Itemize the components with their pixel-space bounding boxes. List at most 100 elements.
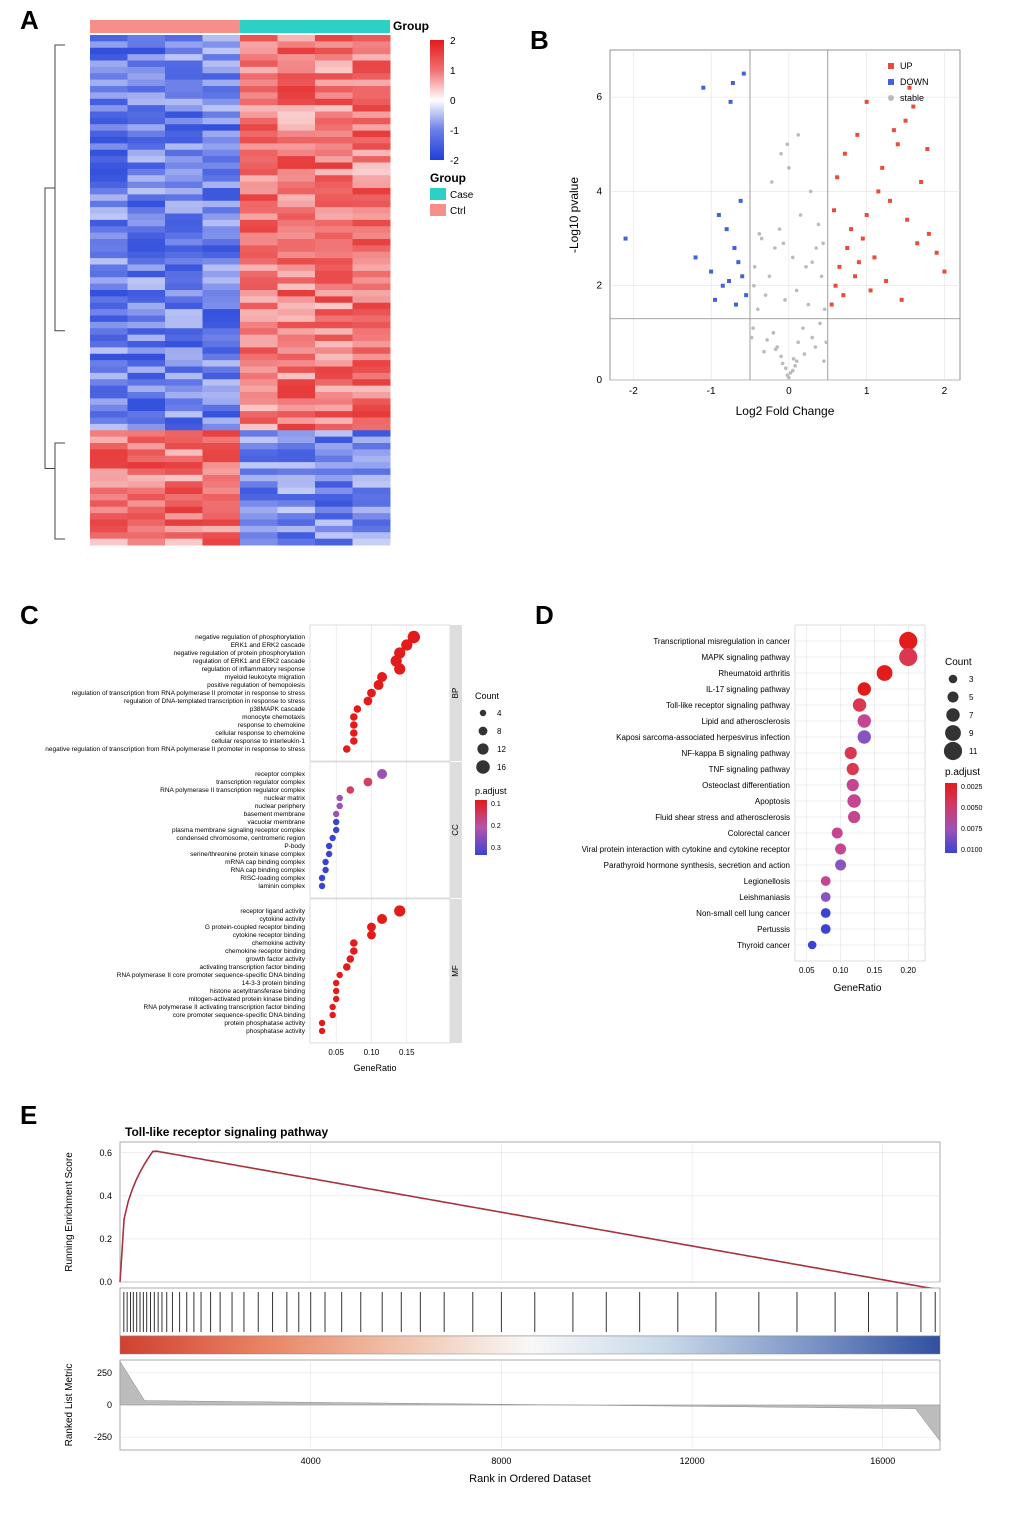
svg-text:2: 2 [942,386,948,397]
svg-text:Rank in Ordered Dataset: Rank in Ordered Dataset [469,1473,591,1485]
svg-text:12000: 12000 [680,1456,705,1466]
svg-text:6: 6 [596,92,602,103]
svg-text:p.adjust: p.adjust [945,767,980,778]
svg-text:condensed chromosome, centrome: condensed chromosome, centromeric region [176,835,305,842]
go-dotplot: 0.050.100.15BPnegative regulation of pho… [35,615,525,1085]
svg-text:chemokine activity: chemokine activity [252,940,306,947]
svg-text:mitogen-activated protein kina: mitogen-activated protein kinase binding [189,996,306,1003]
svg-text:Log2 Fold Change: Log2 Fold Change [736,404,835,418]
svg-text:0.1: 0.1 [491,801,501,808]
svg-text:RNA polymerase II core promote: RNA polymerase II core promoter sequence… [117,972,306,979]
svg-text:nuclear periphery: nuclear periphery [255,803,306,810]
svg-text:GeneRatio: GeneRatio [353,1063,396,1073]
svg-text:0.10: 0.10 [833,966,849,975]
svg-text:-Log10 pvalue: -Log10 pvalue [567,177,581,253]
svg-text:0.3: 0.3 [491,845,501,852]
svg-text:negative regulation of transcr: negative regulation of transcription fro… [45,746,306,753]
svg-text:MF: MF [451,965,460,977]
svg-text:0: 0 [450,96,456,107]
svg-text:9: 9 [969,729,974,738]
svg-text:0: 0 [596,375,602,386]
svg-text:1: 1 [864,386,870,397]
svg-text:vacuolar membrane: vacuolar membrane [248,819,306,826]
svg-text:Ctrl: Ctrl [450,206,466,217]
svg-text:protein phosphatase activity: protein phosphatase activity [224,1020,305,1027]
svg-text:nuclear matrix: nuclear matrix [264,795,306,802]
svg-text:CC: CC [451,824,460,836]
svg-text:8000: 8000 [491,1456,511,1466]
svg-text:receptor ligand activity: receptor ligand activity [240,908,305,915]
svg-text:0.0050: 0.0050 [961,805,983,812]
svg-text:Toll-like receptor signaling p: Toll-like receptor signaling pathway [125,1125,328,1139]
svg-text:Non-small cell lung cancer: Non-small cell lung cancer [696,909,790,918]
svg-text:core promoter sequence-specifi: core promoter sequence-specific DNA bind… [173,1012,306,1019]
svg-text:Apoptosis: Apoptosis [755,797,790,806]
svg-text:negative regulation of protein: negative regulation of protein phosphory… [173,650,305,657]
svg-text:Fluid shear stress and atheros: Fluid shear stress and atherosclerosis [655,813,790,822]
heatmap-chart: Group-2-1012GroupCaseCtrl [40,10,520,570]
svg-text:ERK1 and ERK2 cascade: ERK1 and ERK2 cascade [231,642,306,649]
svg-text:regulation of transcription fr: regulation of transcription from RNA pol… [72,690,306,697]
svg-text:0.2: 0.2 [99,1234,112,1244]
svg-text:receptor complex: receptor complex [255,771,306,778]
svg-text:cellular response to interleuk: cellular response to interleukin-1 [211,738,305,745]
svg-text:Pertussis: Pertussis [757,925,790,934]
svg-text:RNA cap binding complex: RNA cap binding complex [231,867,306,874]
svg-text:activating transcription facto: activating transcription factor binding [199,964,305,971]
svg-text:basement membrane: basement membrane [244,811,306,818]
svg-text:14-3-3 protein binding: 14-3-3 protein binding [242,980,306,987]
gsea-chart: 0.00.20.40.6Toll-like receptor signaling… [50,1120,980,1490]
svg-text:positive regulation of hemopoi: positive regulation of hemopoiesis [207,682,306,689]
svg-text:RISC-loading complex: RISC-loading complex [240,875,305,882]
volcano-chart: -2-10120246Log2 Fold Change-Log10 pvalue… [555,40,1005,460]
svg-text:0.6: 0.6 [99,1148,112,1158]
svg-text:0.15: 0.15 [399,1048,415,1057]
svg-text:8: 8 [497,727,502,736]
svg-text:Ranked List Metric: Ranked List Metric [64,1364,75,1447]
svg-text:0.05: 0.05 [799,966,815,975]
svg-text:0.0075: 0.0075 [961,826,983,833]
svg-text:Thyroid cancer: Thyroid cancer [737,941,790,950]
svg-text:laminin complex: laminin complex [258,883,305,890]
svg-text:DOWN: DOWN [900,77,929,87]
svg-text:p.adjust: p.adjust [475,786,507,796]
svg-text:serine/threonine protein kinas: serine/threonine protein kinase complex [190,851,306,858]
kegg-dotplot: 0.050.100.150.20Transcriptional misregul… [545,615,1015,1035]
svg-text:0.10: 0.10 [364,1048,380,1057]
svg-text:0.20: 0.20 [900,966,916,975]
svg-text:0.0025: 0.0025 [961,784,983,791]
svg-text:Lipid and atherosclerosis: Lipid and atherosclerosis [702,717,791,726]
svg-text:histone acetyltransferase bind: histone acetyltransferase binding [210,988,305,995]
svg-text:0.4: 0.4 [99,1191,112,1201]
panel-label-b: B [530,25,549,56]
svg-text:Count: Count [475,691,500,701]
svg-text:Colorectal cancer: Colorectal cancer [728,829,791,838]
svg-text:cytokine receptor binding: cytokine receptor binding [233,932,306,939]
svg-text:mRNA cap binding complex: mRNA cap binding complex [225,859,306,866]
svg-text:-1: -1 [707,386,716,397]
svg-text:RNA polymerase II activating t: RNA polymerase II activating transcripti… [144,1004,306,1011]
svg-text:Count: Count [945,657,972,668]
svg-text:Viral protein interaction with: Viral protein interaction with cytokine … [582,845,791,854]
svg-text:Kaposi sarcoma-associated herp: Kaposi sarcoma-associated herpesvirus in… [616,733,790,742]
svg-text:2: 2 [450,36,456,47]
svg-text:Transcriptional misregulation: Transcriptional misregulation in cancer [653,637,790,646]
svg-text:GeneRatio: GeneRatio [834,983,882,994]
svg-text:7: 7 [969,711,974,720]
panel-label-e: E [20,1100,37,1131]
svg-text:stable: stable [900,93,924,103]
svg-text:-2: -2 [450,156,459,167]
svg-text:NF-kappa B signaling pathway: NF-kappa B signaling pathway [681,749,790,758]
svg-text:P-body: P-body [284,843,305,850]
svg-text:G protein-coupled receptor bin: G protein-coupled receptor binding [205,924,305,931]
svg-text:Osteoclast differentiation: Osteoclast differentiation [702,781,790,790]
svg-text:Rheumatoid arthritis: Rheumatoid arthritis [718,669,790,678]
svg-text:2: 2 [596,281,602,292]
svg-text:Case: Case [450,190,474,201]
svg-text:UP: UP [900,61,913,71]
svg-text:12: 12 [497,745,506,754]
svg-text:Legionellosis: Legionellosis [744,877,790,886]
svg-text:16000: 16000 [870,1456,895,1466]
svg-text:transcription regulator comple: transcription regulator complex [216,779,306,786]
svg-text:Group: Group [393,19,429,33]
